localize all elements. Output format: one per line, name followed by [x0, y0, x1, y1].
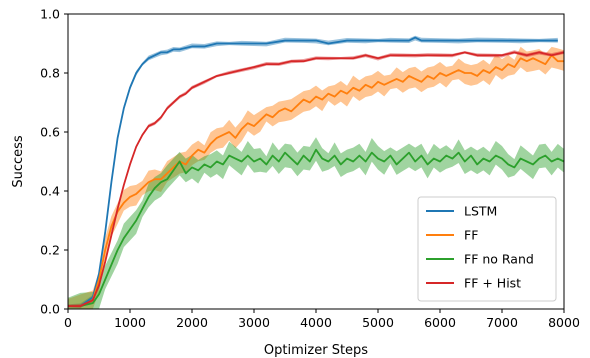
- series-line-ff-hist: [68, 51, 565, 307]
- x-tick-label: 6000: [424, 315, 456, 330]
- y-tick-label: 1.0: [40, 7, 60, 22]
- y-tick-label: 0.8: [40, 66, 60, 81]
- x-axis-ticks: 0 1000 2000 3000 4000 5000 6000 7000 8000: [64, 309, 580, 330]
- y-tick-label: 0.6: [40, 125, 60, 140]
- y-axis-label: Success: [11, 135, 26, 188]
- series-lines: [68, 36, 565, 307]
- x-tick-label: 2000: [176, 315, 208, 330]
- x-tick-label: 5000: [362, 315, 394, 330]
- x-tick-label: 4000: [300, 315, 332, 330]
- x-tick-label: 0: [64, 315, 72, 330]
- y-tick-label: 0.2: [40, 243, 60, 258]
- legend-label: FF: [464, 228, 478, 243]
- x-tick-label: 7000: [486, 315, 518, 330]
- series-line-ff: [68, 54, 564, 307]
- x-tick-label: 8000: [548, 315, 580, 330]
- y-tick-label: 0.0: [40, 302, 60, 317]
- series-line-lstm: [68, 36, 558, 307]
- series-line-ff-no-rand: [68, 148, 565, 307]
- x-axis-label: Optimizer Steps: [264, 343, 368, 358]
- legend-label: LSTM: [464, 204, 497, 219]
- legend-label: FF + Hist: [464, 276, 521, 291]
- legend-label: FF no Rand: [464, 252, 534, 267]
- y-tick-label: 0.4: [40, 184, 60, 199]
- legend: LSTM FF FF no Rand FF + Hist: [417, 196, 557, 302]
- legend-box: [417, 196, 557, 302]
- x-tick-label: 3000: [238, 315, 270, 330]
- y-axis-ticks: 0.0 0.2 0.4 0.6 0.8 1.0: [40, 7, 68, 317]
- x-tick-label: 1000: [114, 315, 146, 330]
